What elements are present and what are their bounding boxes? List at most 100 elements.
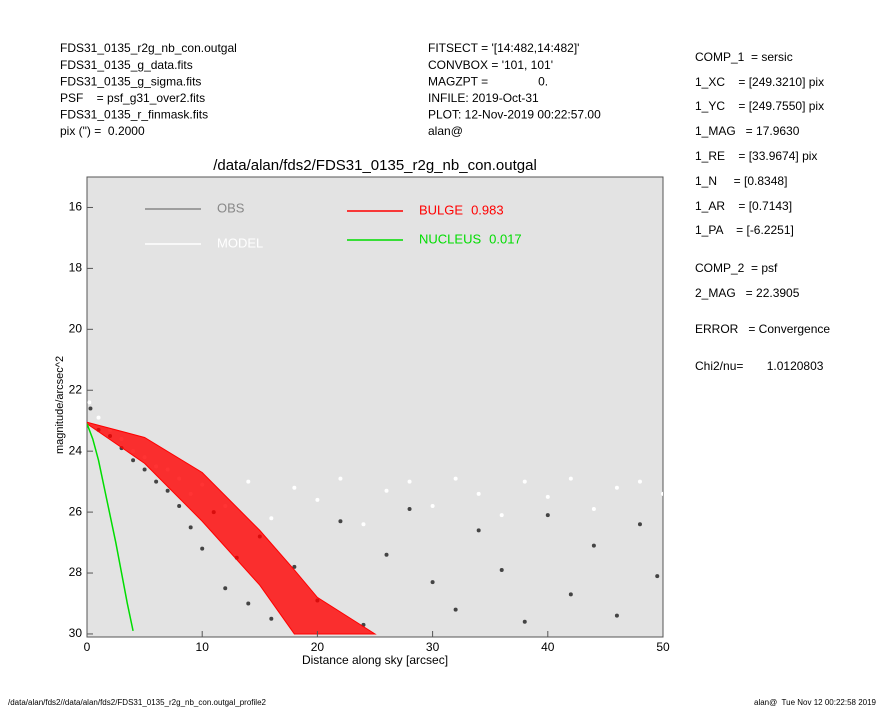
data-point bbox=[453, 607, 458, 612]
data-point bbox=[384, 552, 389, 557]
header-left-line: FDS31_0135_r_finmask.fits bbox=[60, 108, 208, 122]
data-point bbox=[407, 507, 412, 512]
fit-parameter: 1_PA = [-6.2251] bbox=[695, 223, 794, 237]
x-tick-label: 20 bbox=[311, 640, 325, 654]
legend-fraction: 0.983 bbox=[471, 202, 504, 217]
data-point bbox=[188, 525, 193, 530]
fit-parameter: 1_N = [0.8348] bbox=[695, 174, 787, 188]
fit-parameter: COMP_1 = sersic bbox=[695, 50, 793, 64]
data-point bbox=[522, 479, 527, 484]
footer-left: /data/alan/fds2//data/alan/fds2/FDS31_01… bbox=[8, 698, 267, 707]
y-tick-label: 24 bbox=[69, 443, 83, 457]
x-tick-label: 40 bbox=[541, 640, 555, 654]
header-left-line: FDS31_0135_g_data.fits bbox=[60, 58, 193, 72]
y-axis-label: magnitude/arcsec^2 bbox=[54, 356, 66, 454]
data-point bbox=[614, 485, 619, 490]
data-point bbox=[430, 504, 435, 509]
data-point bbox=[407, 479, 412, 484]
data-point bbox=[591, 507, 596, 512]
x-tick-label: 50 bbox=[656, 640, 670, 654]
data-point bbox=[246, 601, 251, 606]
legend-label: MODEL bbox=[217, 235, 263, 250]
legend-fraction: 0.017 bbox=[489, 231, 522, 246]
data-point bbox=[131, 458, 136, 463]
legend-label: OBS bbox=[217, 200, 245, 215]
y-tick-label: 30 bbox=[69, 626, 83, 640]
data-point bbox=[637, 479, 642, 484]
fit-parameter: 1_MAG = 17.9630 bbox=[695, 124, 800, 138]
header-left-line: FDS31_0135_g_sigma.fits bbox=[60, 74, 201, 88]
fit-parameter: 1_YC = [249.7550] pix bbox=[695, 99, 824, 113]
data-point bbox=[292, 485, 297, 490]
y-tick-label: 22 bbox=[69, 382, 83, 396]
y-tick-label: 18 bbox=[69, 261, 83, 275]
header-left-line: PSF = psf_g31_over2.fits bbox=[60, 91, 205, 105]
fit-parameter: 1_AR = [0.7143] bbox=[695, 199, 792, 213]
data-point bbox=[200, 546, 205, 551]
data-point bbox=[430, 580, 435, 585]
data-point bbox=[292, 564, 297, 569]
data-point bbox=[315, 497, 320, 502]
data-point bbox=[522, 619, 527, 624]
y-tick-label: 20 bbox=[69, 321, 83, 335]
data-point bbox=[269, 516, 274, 521]
header-middle-line: FITSECT = '[14:482,14:482]' bbox=[428, 41, 579, 55]
data-point bbox=[177, 504, 182, 509]
data-point bbox=[142, 467, 147, 472]
fit-parameter: ERROR = Convergence bbox=[695, 322, 830, 336]
header-left-line: pix (") = 0.2000 bbox=[60, 124, 145, 138]
data-point bbox=[545, 494, 550, 499]
data-point bbox=[568, 592, 573, 597]
header-left-line: FDS31_0135_r2g_nb_con.outgal bbox=[60, 41, 237, 55]
data-point bbox=[637, 522, 642, 527]
plot-content bbox=[87, 400, 663, 635]
data-point bbox=[568, 476, 573, 481]
data-point bbox=[338, 476, 343, 481]
legend-label: NUCLEUS bbox=[419, 231, 481, 246]
y-tick-label: 16 bbox=[69, 200, 83, 214]
x-tick-label: 0 bbox=[84, 640, 91, 654]
y-tick-label: 26 bbox=[69, 504, 83, 518]
x-axis-label: Distance along sky [arcsec] bbox=[302, 653, 448, 667]
data-point bbox=[338, 519, 343, 524]
data-point bbox=[361, 522, 366, 527]
chart-title: /data/alan/fds2/FDS31_0135_r2g_nb_con.ou… bbox=[213, 157, 537, 174]
data-point bbox=[655, 574, 660, 579]
data-point bbox=[499, 513, 504, 518]
x-tick-label: 30 bbox=[426, 640, 440, 654]
data-point bbox=[614, 613, 619, 618]
fit-parameter: 1_RE = [33.9674] pix bbox=[695, 149, 817, 163]
data-point bbox=[96, 415, 101, 420]
data-point bbox=[88, 406, 93, 411]
data-point bbox=[223, 586, 228, 591]
data-point bbox=[87, 400, 92, 405]
data-point bbox=[591, 543, 596, 548]
fit-parameter: COMP_2 = psf bbox=[695, 261, 778, 275]
data-point bbox=[384, 488, 389, 493]
data-point bbox=[154, 479, 159, 484]
bulge-band bbox=[87, 421, 377, 635]
data-point bbox=[269, 616, 274, 621]
data-point bbox=[545, 513, 550, 518]
header-middle-line: PLOT: 12-Nov-2019 00:22:57.00 bbox=[428, 108, 601, 122]
profile-line bbox=[87, 423, 134, 632]
footer-right: alan@ Tue Nov 12 00:22:58 2019 bbox=[754, 698, 877, 707]
data-point bbox=[165, 488, 170, 493]
header-middle-line: alan@ bbox=[428, 124, 463, 138]
data-point bbox=[499, 567, 504, 572]
header-middle-line: MAGZPT = 0. bbox=[428, 74, 548, 88]
fit-parameter: 2_MAG = 22.3905 bbox=[695, 286, 800, 300]
header-middle-line: INFILE: 2019-Oct-31 bbox=[428, 91, 539, 105]
data-point bbox=[476, 528, 481, 533]
y-tick-label: 28 bbox=[69, 565, 83, 579]
fit-parameter: Chi2/nu= 1.0120803 bbox=[695, 359, 824, 373]
fit-parameter: 1_XC = [249.3210] pix bbox=[695, 75, 824, 89]
data-point bbox=[476, 491, 481, 496]
data-point bbox=[661, 491, 663, 496]
header-middle-line: CONVBOX = '101, 101' bbox=[428, 58, 553, 72]
plot-area bbox=[86, 176, 664, 638]
legend-label: BULGE bbox=[419, 202, 463, 217]
data-point bbox=[246, 479, 251, 484]
